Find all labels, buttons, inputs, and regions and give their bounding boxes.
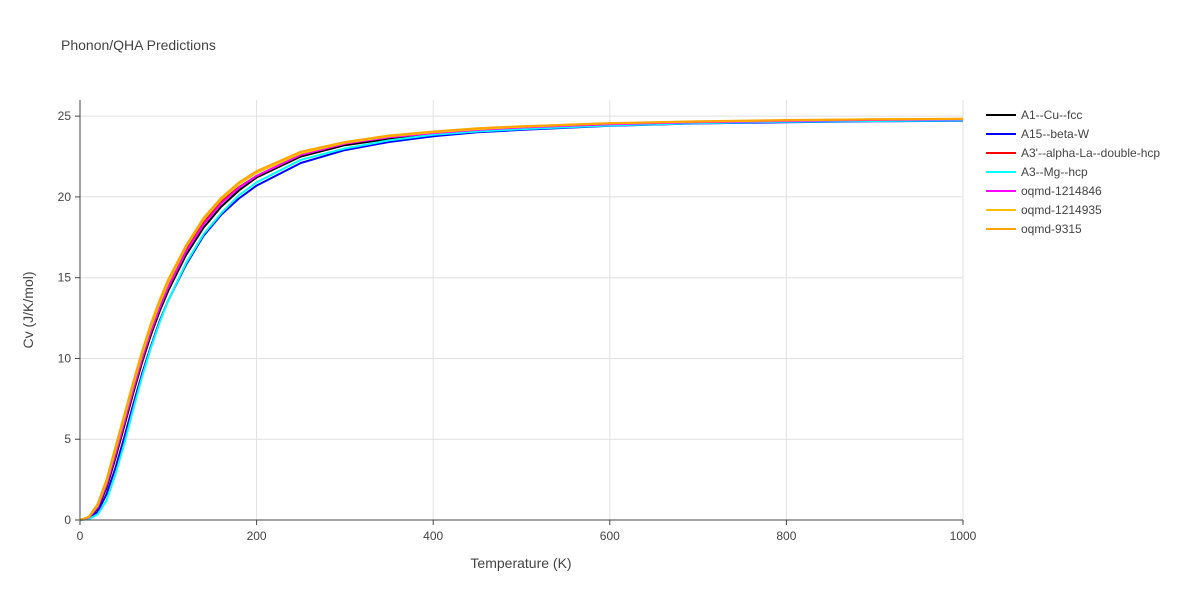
legend-label: A3--Mg--hcp <box>1021 165 1088 179</box>
legend-label: A1--Cu--fcc <box>1021 108 1082 122</box>
series-line-oqmd-1214846 <box>79 118 964 521</box>
y-tick-label: 10 <box>58 351 72 365</box>
legend-label: A15--beta-W <box>1021 127 1090 141</box>
chart-title: Phonon/QHA Predictions <box>61 37 216 53</box>
legend-label: oqmd-1214846 <box>1021 184 1102 198</box>
y-tick-label: 25 <box>58 109 72 123</box>
legend-item[interactable]: A1--Cu--fcc <box>986 108 1082 122</box>
y-tick-label: 15 <box>58 271 72 285</box>
series-line-a1-cu-fcc <box>79 118 964 521</box>
series-line-a3-alpha-la-double-hcp <box>79 118 964 521</box>
grid <box>80 100 964 520</box>
series-line-a3-mg-hcp <box>79 119 964 521</box>
y-tick-label: 20 <box>58 190 72 204</box>
legend-label: A3'--alpha-La--double-hcp <box>1021 146 1160 160</box>
legend-item[interactable]: oqmd-1214935 <box>986 203 1102 217</box>
x-tick-label: 1000 <box>950 529 977 543</box>
legend-item[interactable]: oqmd-1214846 <box>986 184 1102 198</box>
x-axis-title: Temperature (K) <box>470 555 571 571</box>
legend-item[interactable]: A15--beta-W <box>986 127 1090 141</box>
legend-item[interactable]: A3'--alpha-La--double-hcp <box>986 146 1160 160</box>
x-tick-label: 600 <box>600 529 620 543</box>
x-tick-label: 800 <box>776 529 796 543</box>
axes: 0 200 400 600 800 1000 0 5 10 15 20 25 <box>58 100 977 543</box>
y-axis-title: Cv (J/K/mol) <box>20 272 36 349</box>
series-line-a15-beta-w <box>79 119 964 521</box>
x-tick-label: 200 <box>247 529 267 543</box>
y-tick-label: 0 <box>64 513 71 527</box>
series-line-oqmd-1214935 <box>79 117 964 521</box>
y-tick-label: 5 <box>64 432 71 446</box>
x-tick-label: 0 <box>77 529 84 543</box>
legend-label: oqmd-1214935 <box>1021 203 1102 217</box>
legend: A1--Cu--fcc A15--beta-W A3'--alpha-La--dou… <box>986 108 1160 236</box>
plot-area <box>79 117 964 521</box>
legend-item[interactable]: A3--Mg--hcp <box>986 165 1088 179</box>
legend-label: oqmd-9315 <box>1021 222 1082 236</box>
x-tick-label: 400 <box>423 529 443 543</box>
series-line-oqmd-9315 <box>79 117 964 521</box>
legend-item[interactable]: oqmd-9315 <box>986 222 1082 236</box>
